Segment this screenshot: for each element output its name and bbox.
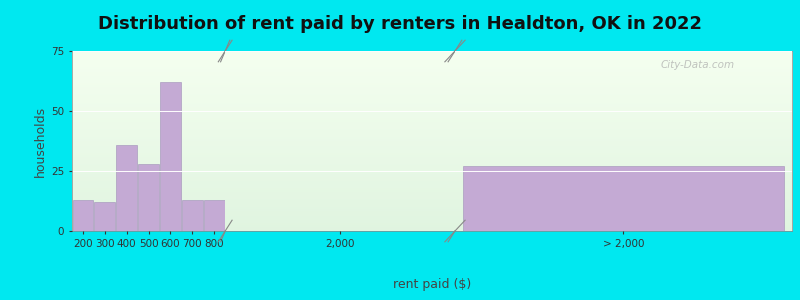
Bar (73, 200, 94, 231)
Text: Distribution of rent paid by renters in Healdton, OK in 2022: Distribution of rent paid by renters in … (98, 15, 702, 33)
Bar (94, 202, 115, 231)
Text: rent paid ($): rent paid ($) (393, 278, 471, 291)
Bar (160, 82, 181, 231)
Bar (116, 145, 137, 231)
Bar (463, 166, 783, 231)
Bar (182, 200, 202, 231)
Text: City-Data.com: City-Data.com (661, 60, 734, 70)
Bar (204, 200, 225, 231)
Y-axis label: households: households (34, 105, 47, 177)
Bar (138, 164, 159, 231)
